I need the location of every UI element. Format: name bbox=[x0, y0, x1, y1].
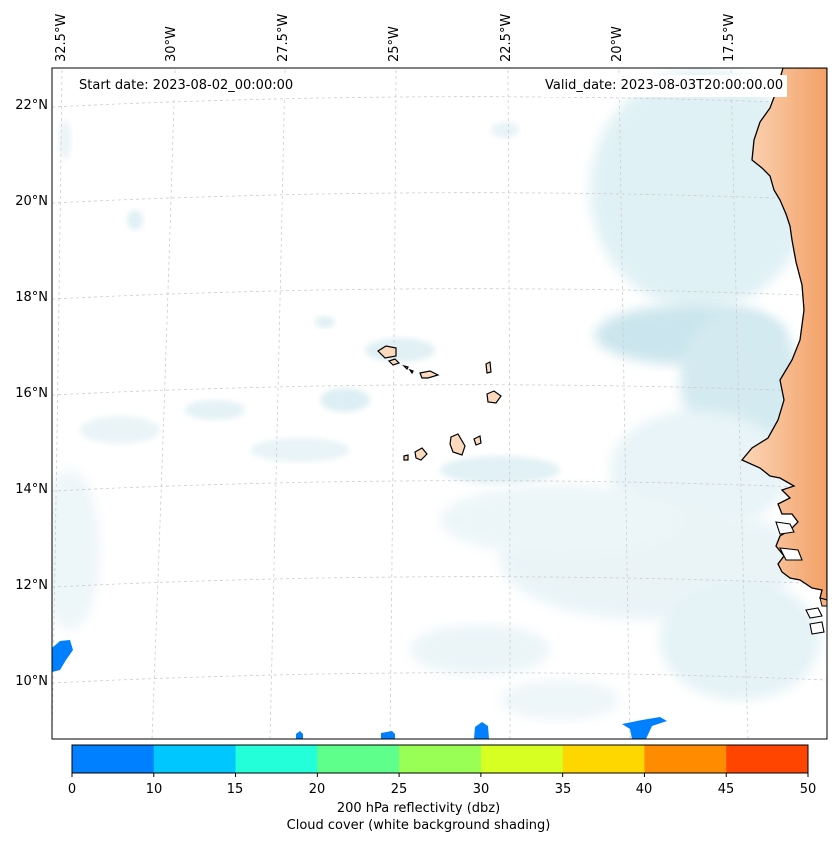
longitude-label: 27.5°W bbox=[276, 13, 291, 62]
graticule bbox=[52, 69, 827, 739]
colorbar-tick-marks bbox=[71, 773, 809, 777]
colorbar-tick-label: 40 bbox=[635, 782, 653, 797]
colorbar bbox=[71, 744, 809, 777]
latitude-label: 14°N bbox=[15, 482, 48, 497]
colorbar-segment bbox=[153, 745, 237, 773]
map-frame bbox=[51, 67, 828, 740]
colorbar-tick-label: 50 bbox=[799, 782, 817, 797]
longitude-label: 17.5°W bbox=[722, 13, 737, 62]
colorbar-segment bbox=[317, 745, 400, 773]
colorbar-segment bbox=[480, 745, 564, 773]
longitude-label: 20°W bbox=[610, 26, 625, 62]
colorbar-tick-label: 30 bbox=[472, 782, 490, 797]
colorbar-tick-label: 10 bbox=[145, 782, 163, 797]
colorbar-segment bbox=[72, 745, 155, 773]
colorbar-label: 200 hPa reflectivity (dbz) bbox=[336, 801, 501, 816]
colorbar-tick-label: 25 bbox=[390, 782, 408, 797]
latitude-label: 20°N bbox=[15, 194, 48, 209]
colorbar-segment bbox=[399, 745, 482, 773]
longitude-label: 22.5°W bbox=[499, 13, 514, 62]
reflectivity-echoes bbox=[52, 640, 667, 739]
southern-land-strip bbox=[819, 597, 827, 607]
latitude-label: 10°N bbox=[15, 674, 48, 689]
latitude-label: 18°N bbox=[15, 290, 48, 305]
longitude-label: 25°W bbox=[387, 26, 402, 62]
longitude-label: 32.5°W bbox=[54, 13, 69, 62]
colorbar-segment bbox=[644, 745, 727, 773]
latitude-label: 22°N bbox=[15, 98, 48, 113]
colorbar-segments bbox=[72, 745, 809, 773]
cape-verde-islands bbox=[377, 345, 502, 461]
valid-date-label: Valid_date: 2023-08-03T20:00:00.00 bbox=[541, 75, 788, 97]
longitude-label: 30°W bbox=[164, 26, 179, 62]
coast-details bbox=[775, 521, 825, 635]
colorbar-tick-label: 0 bbox=[67, 782, 77, 797]
colorbar-tick-label: 15 bbox=[226, 782, 244, 797]
colorbar-segment bbox=[235, 745, 318, 773]
latitude-label: 12°N bbox=[15, 578, 48, 593]
colorbar-tick-label: 35 bbox=[554, 782, 572, 797]
colorbar-frame bbox=[71, 744, 809, 774]
colorbar-sublabel: Cloud cover (white background shading) bbox=[286, 818, 551, 833]
africa-land bbox=[740, 68, 827, 601]
colorbar-tick-label: 45 bbox=[717, 782, 735, 797]
colorbar-segment bbox=[562, 745, 645, 773]
start-date-label: Start date: 2023-08-02_00:00:00 bbox=[75, 75, 298, 97]
cloud-cover-layer bbox=[52, 70, 820, 720]
colorbar-tick-label: 20 bbox=[308, 782, 326, 797]
latitude-label: 16°N bbox=[15, 386, 48, 401]
colorbar-segment bbox=[726, 745, 809, 773]
